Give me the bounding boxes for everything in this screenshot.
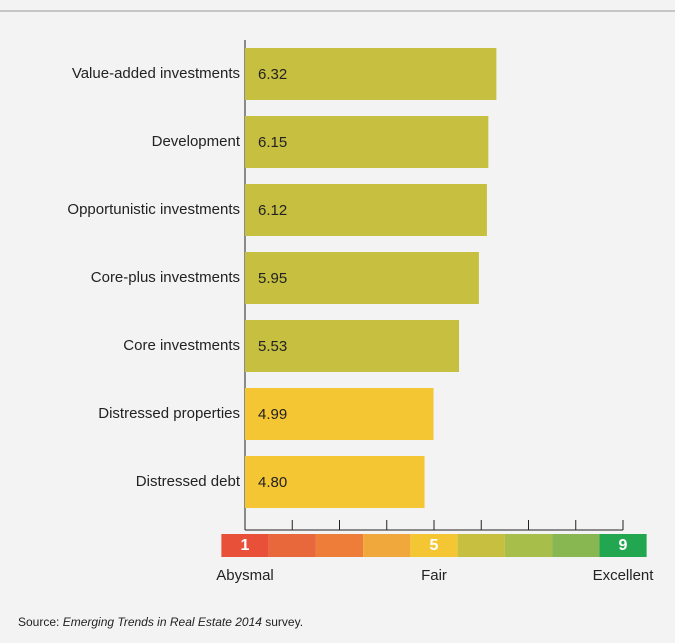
scale-segment: [410, 534, 458, 557]
scale-descriptor: Excellent: [593, 567, 655, 584]
source: Source: Emerging Trends in Real Estate 2…: [18, 615, 303, 629]
bar: [245, 456, 425, 508]
scale-label: 5: [430, 537, 439, 554]
category-label: Opportunistic investments: [67, 201, 240, 218]
bar: [245, 320, 460, 372]
scale-segment: [457, 534, 505, 557]
bar: [245, 48, 497, 100]
category-label: Core-plus investments: [91, 269, 240, 286]
value-label: 4.99: [258, 406, 287, 423]
scale-descriptor: Abysmal: [216, 567, 274, 584]
value-label: 6.32: [258, 66, 287, 83]
scale-segment: [268, 534, 316, 557]
scale-segment: [552, 534, 600, 557]
bar: [245, 116, 489, 168]
value-label: 6.12: [258, 202, 287, 219]
bar: [245, 184, 487, 236]
source-prefix: Source:: [18, 615, 63, 629]
source-title: Emerging Trends in Real Estate 2014: [63, 615, 263, 629]
scale-descriptor: Fair: [421, 567, 447, 584]
scale-segment: [363, 534, 411, 557]
category-label: Distressed properties: [98, 405, 240, 422]
scale-label: 1: [241, 537, 250, 554]
scale-segment: [599, 534, 647, 557]
bar: [245, 388, 434, 440]
category-label: Development: [152, 133, 241, 150]
value-label: 6.15: [258, 134, 287, 151]
scale-segment: [504, 534, 553, 557]
category-label: Value-added investments: [72, 65, 240, 82]
value-label: 5.95: [258, 270, 287, 287]
category-label: Distressed debt: [136, 473, 241, 490]
category-label: Core investments: [123, 337, 240, 354]
bar: [245, 252, 479, 304]
scale-label: 9: [619, 537, 628, 554]
scale-segment: [315, 534, 364, 557]
source-suffix: survey.: [262, 615, 303, 629]
value-label: 4.80: [258, 474, 287, 491]
scale-segment: [221, 534, 269, 557]
value-label: 5.53: [258, 338, 287, 355]
